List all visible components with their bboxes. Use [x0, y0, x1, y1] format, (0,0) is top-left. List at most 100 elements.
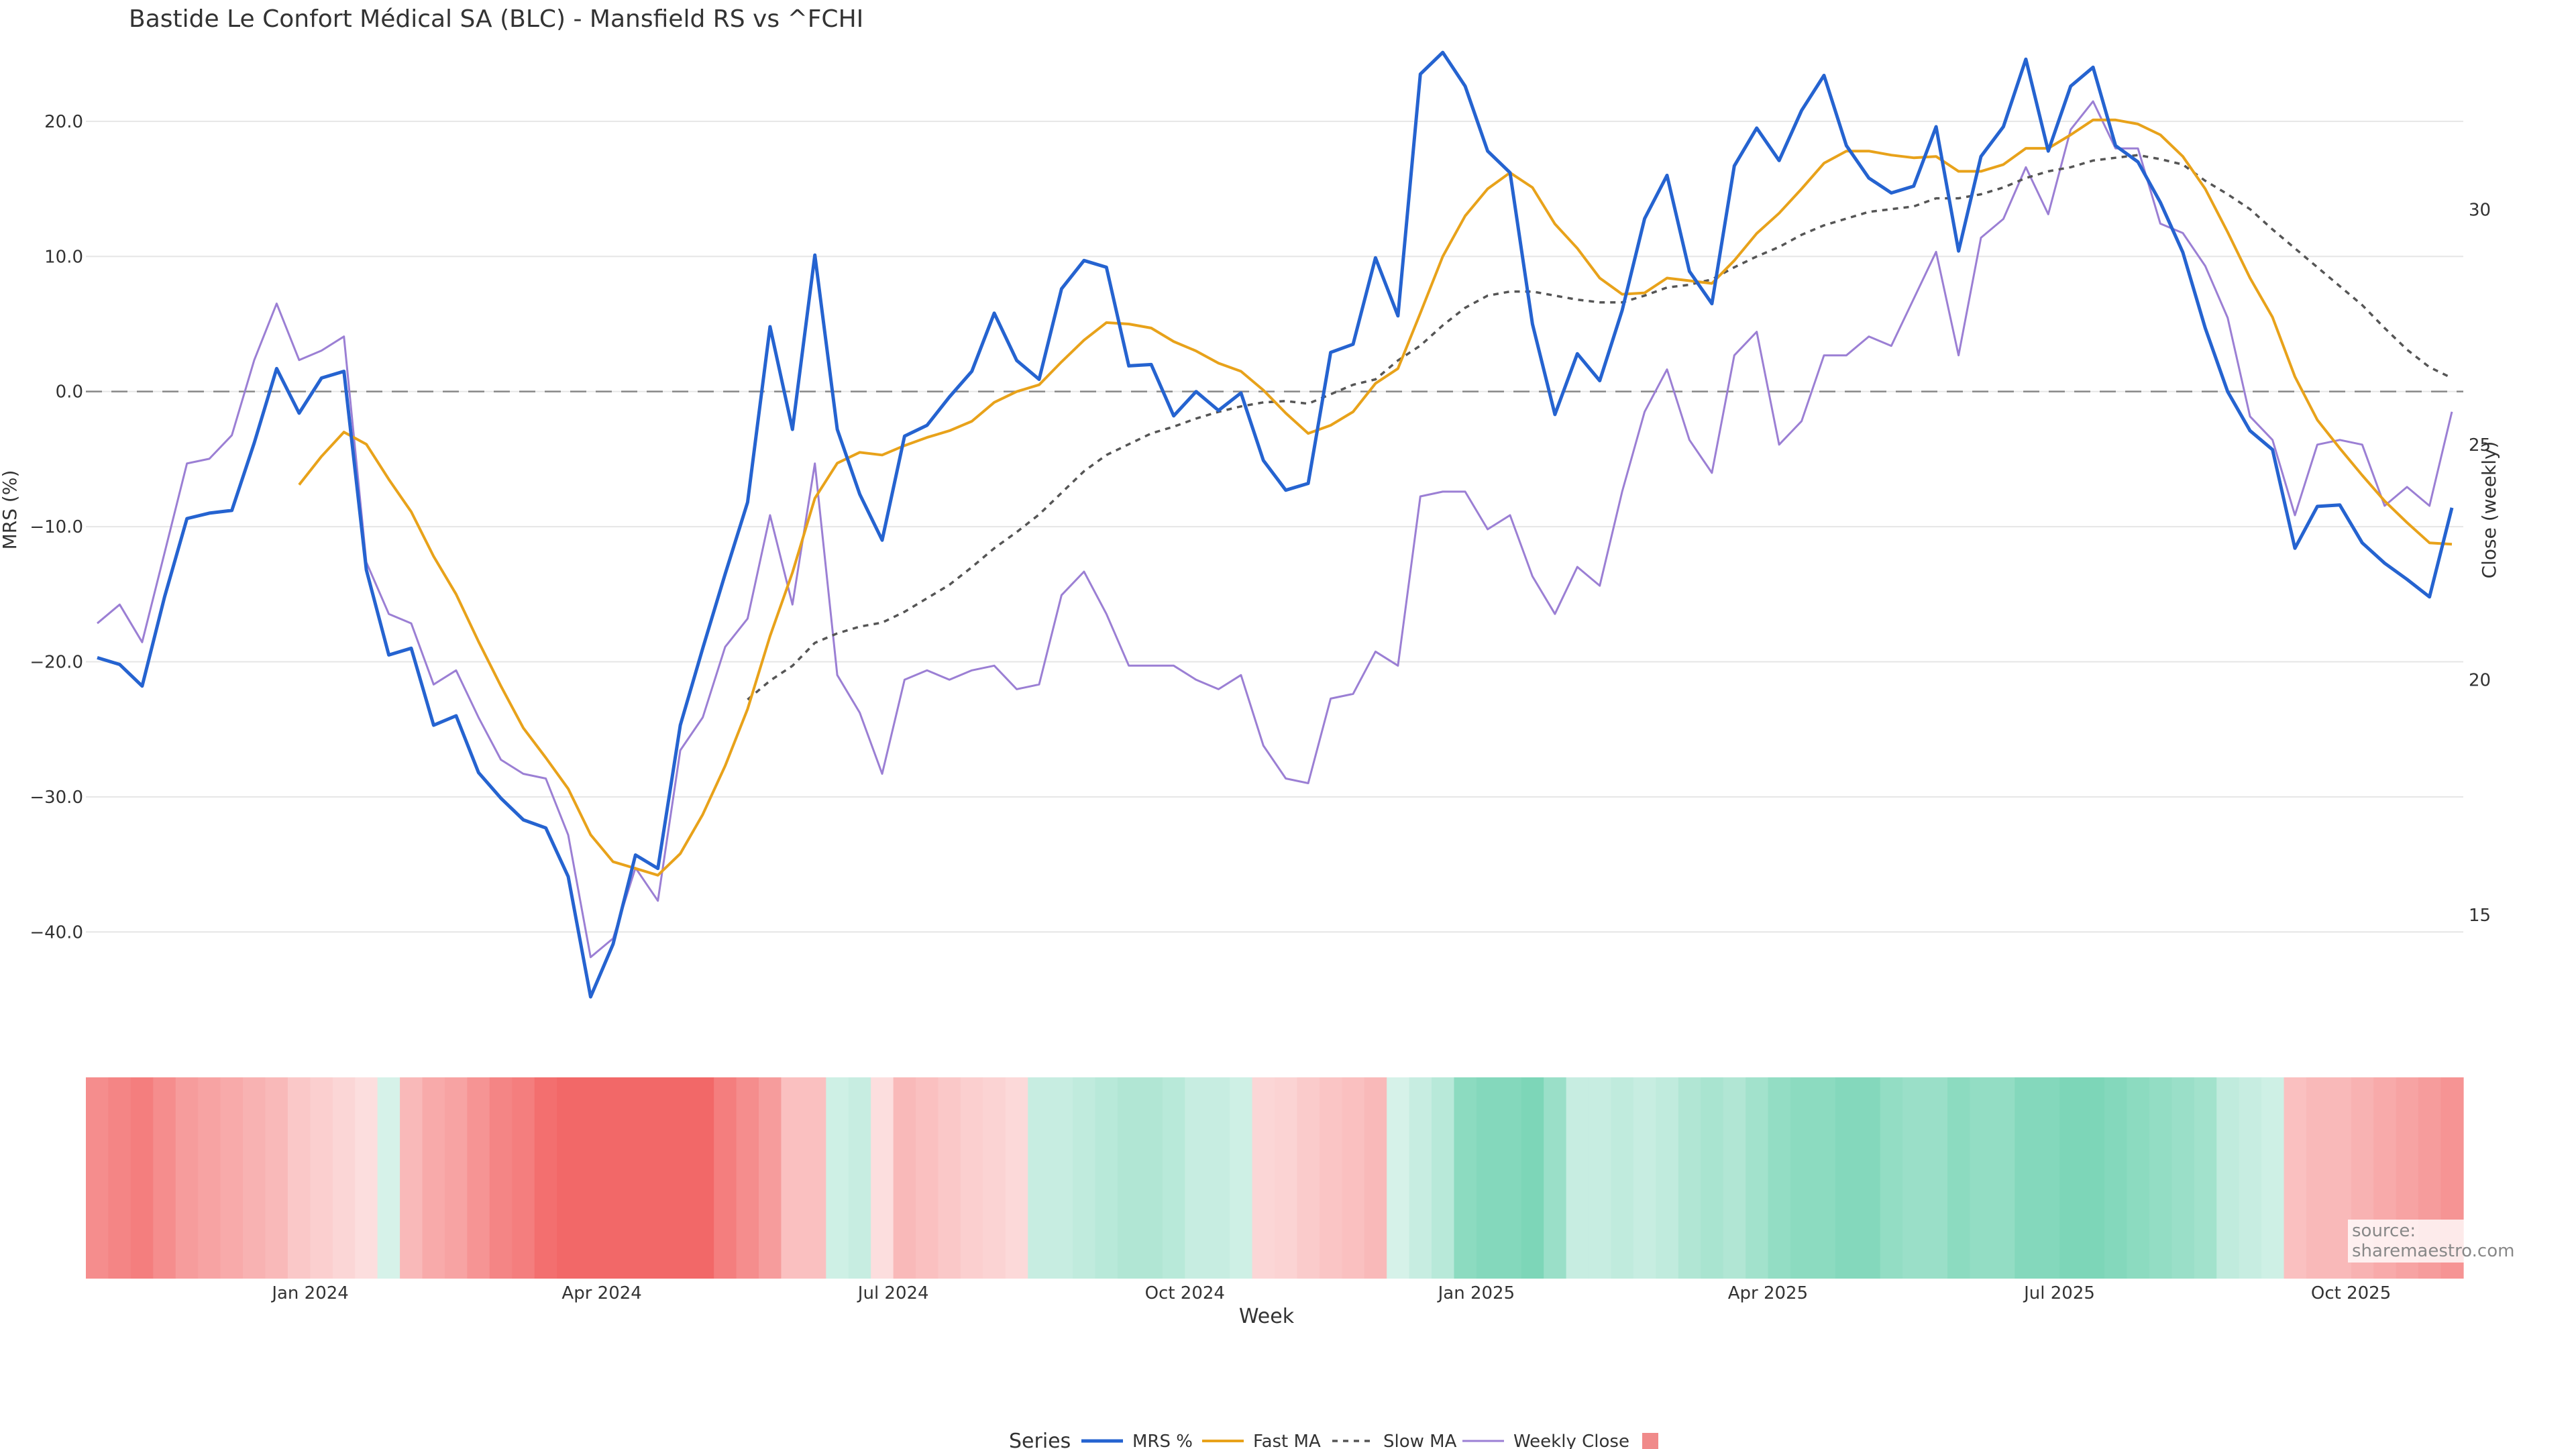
- x-axis-ticks: Jan 2024 Apr 2024 Jul 2024 Oct 2024 Jan 2025…: [270, 1283, 2391, 1303]
- source-note: source: sharemaestro.com: [2348, 1220, 2576, 1263]
- left-tick-label: 0.0: [56, 382, 83, 402]
- legend-entry: Fast MA: [1253, 1432, 1321, 1449]
- legend-entry: MRS %: [1132, 1432, 1193, 1449]
- heatmap-cell: [871, 1077, 894, 1279]
- heatmap-cell: [310, 1077, 333, 1279]
- heatmap-cell: [848, 1077, 871, 1279]
- heatmap-cell: [243, 1077, 266, 1279]
- heatmap-cell: [646, 1077, 669, 1279]
- heatmap-cell: [1678, 1077, 1701, 1279]
- left-tick-label: −20.0: [30, 652, 83, 672]
- heatmap-cell: [1275, 1077, 1298, 1279]
- heatmap-cell: [1319, 1077, 1342, 1279]
- heatmap-cell: [960, 1077, 983, 1279]
- heatmap-cell: [377, 1077, 400, 1279]
- heatmap-cell: [198, 1077, 221, 1279]
- heatmap-cell: [2015, 1077, 2038, 1279]
- x-tick-label: Jan 2025: [1437, 1283, 1515, 1303]
- left-tick-label: −30.0: [30, 788, 83, 808]
- series-lines: [97, 50, 2454, 999]
- heatmap-cell: [1140, 1077, 1163, 1279]
- heatmap-cell: [1162, 1077, 1185, 1279]
- right-axis-label: Close (weekly): [2478, 441, 2500, 579]
- heatmap-cell: [803, 1077, 826, 1279]
- heatmap-cell: [1858, 1077, 1881, 1279]
- heatmap-cell: [624, 1077, 647, 1279]
- heatmap-cell: [1476, 1077, 1499, 1279]
- heatmap-cell: [557, 1077, 580, 1279]
- heatmap-cell: [691, 1077, 714, 1279]
- fast-ma-line: [298, 118, 2453, 877]
- x-tick-label: Apr 2024: [561, 1283, 641, 1303]
- heatmap-cell: [444, 1077, 468, 1279]
- heatmap-cell: [1902, 1077, 1926, 1279]
- heatmap-cell: [355, 1077, 378, 1279]
- heatmap-cell: [1095, 1077, 1118, 1279]
- heatmap-cell: [893, 1077, 916, 1279]
- heatmap-cell: [2261, 1077, 2285, 1279]
- heatmap-cell: [601, 1077, 625, 1279]
- heatmap-cell: [422, 1077, 445, 1279]
- heatmap-cell: [2284, 1077, 2307, 1279]
- heatmap-cell: [916, 1077, 939, 1279]
- heatmap-cell: [1611, 1077, 1634, 1279]
- x-tick-label: Oct 2025: [2311, 1283, 2391, 1303]
- heatmap-cell: [714, 1077, 737, 1279]
- mrs-heatmap-strip: [86, 1077, 2464, 1279]
- heatmap-cell: [220, 1077, 244, 1279]
- legend-entry: Slow MA: [1383, 1432, 1457, 1449]
- heatmap-cell: [287, 1077, 311, 1279]
- heatmap-cell: [1992, 1077, 2015, 1279]
- legend-title: Series: [1009, 1430, 1071, 1449]
- heatmap-cell: [1701, 1077, 1724, 1279]
- heatmap-cell: [534, 1077, 557, 1279]
- heatmap-cell: [2171, 1077, 2195, 1279]
- heatmap-cell: [579, 1077, 602, 1279]
- legend-heatmap-swatch: [1642, 1433, 1658, 1449]
- heatmap-cell: [1544, 1077, 1567, 1279]
- heatmap-cell: [2306, 1077, 2329, 1279]
- right-tick-label: 20: [2469, 670, 2491, 690]
- heatmap-cell: [265, 1077, 288, 1279]
- heatmap-cell: [2059, 1077, 2083, 1279]
- heatmap-cell: [108, 1077, 131, 1279]
- heatmap-cell: [1947, 1077, 1971, 1279]
- x-tick-label: Oct 2024: [1145, 1283, 1225, 1303]
- x-tick-label: Jul 2024: [857, 1283, 929, 1303]
- heatmap-cell: [1970, 1077, 1993, 1279]
- heatmap-cell: [1050, 1077, 1073, 1279]
- heatmap-cell: [2104, 1077, 2128, 1279]
- x-tick-label: Apr 2025: [1728, 1283, 1808, 1303]
- heatmap-cell: [2239, 1077, 2262, 1279]
- heatmap-cell: [130, 1077, 154, 1279]
- heatmap-cell: [2082, 1077, 2105, 1279]
- right-tick-label: 30: [2469, 200, 2491, 220]
- heatmap-cell: [489, 1077, 513, 1279]
- left-tick-label: 10.0: [44, 247, 83, 267]
- right-axis-ticks: 15 20 25 30: [2469, 200, 2491, 925]
- heatmap-cell: [1185, 1077, 1208, 1279]
- left-axis-label: MRS (%): [0, 470, 21, 550]
- weekly-close-line: [97, 100, 2453, 959]
- heatmap-cell: [512, 1077, 535, 1279]
- heatmap-cell: [1633, 1077, 1656, 1279]
- heatmap-cell: [1835, 1077, 1858, 1279]
- heatmap-cell: [467, 1077, 490, 1279]
- heatmap-cell: [2328, 1077, 2352, 1279]
- heatmap-cell: [781, 1077, 804, 1279]
- legend: Series MRS % Fast MA Slow MA Weekly Close: [1009, 1430, 1658, 1449]
- heatmap-cell: [1723, 1077, 1746, 1279]
- x-axis-label: Week: [1239, 1305, 1295, 1328]
- heatmap-cell: [1790, 1077, 1814, 1279]
- heatmap-cell: [1454, 1077, 1477, 1279]
- heatmap-cell: [1252, 1077, 1275, 1279]
- heatmap-cell: [332, 1077, 356, 1279]
- heatmap-cell: [1028, 1077, 1051, 1279]
- left-tick-label: 20.0: [44, 112, 83, 132]
- heatmap-cell: [1005, 1077, 1028, 1279]
- mrs-line: [97, 50, 2454, 999]
- heatmap-cell: [759, 1077, 782, 1279]
- heatmap-cell: [1364, 1077, 1387, 1279]
- heatmap-cell: [86, 1077, 109, 1279]
